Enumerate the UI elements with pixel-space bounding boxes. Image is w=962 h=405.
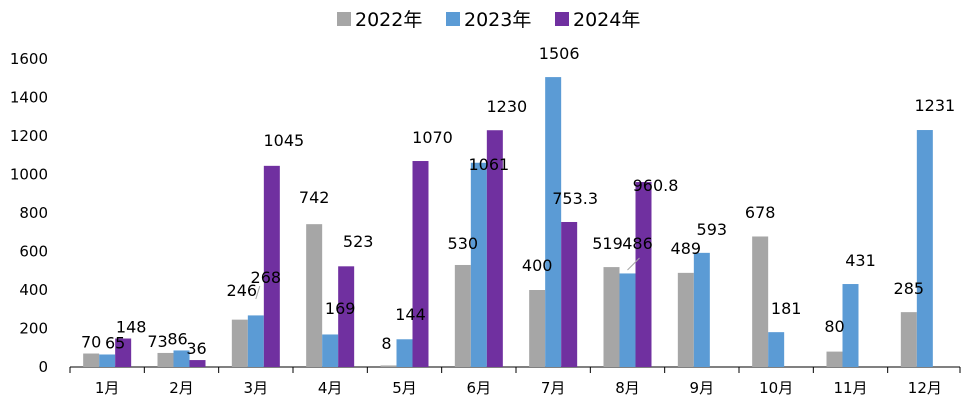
bar-s1-c6 (545, 77, 562, 367)
data-label-s0-c1: 73 (147, 332, 167, 351)
x-tick-label-10: 11月 (833, 379, 867, 397)
data-label-s2-c0: 148 (116, 318, 147, 337)
data-label-s1-c6: 1506 (539, 44, 580, 63)
bar-s1-c9 (768, 332, 785, 367)
data-label-s0-c9: 678 (745, 203, 776, 222)
data-label-s0-c5: 530 (448, 234, 479, 253)
data-label-s2-c6: 753.3 (552, 189, 598, 208)
bar-s1-c0 (99, 354, 116, 367)
y-tick-label-4: 800 (19, 204, 48, 222)
bar-s0-c7 (603, 267, 620, 367)
x-tick-label-2: 3月 (244, 379, 269, 397)
y-tick-label-8: 1600 (10, 50, 48, 68)
data-label-s0-c10: 80 (824, 317, 844, 336)
legend-swatch-2 (555, 12, 569, 26)
bar-s0-c8 (677, 272, 694, 367)
data-labels: 70 73 246 742 8 530 400 519 489 678 80 285 65 86 268 16… (81, 44, 955, 358)
bar-s2-c3 (338, 266, 355, 367)
data-label-s2-c7: 960.8 (633, 176, 679, 195)
data-label-s1-c7: 486 (622, 234, 653, 253)
bar-s0-c6 (529, 290, 546, 367)
data-label-s1-c9: 181 (771, 299, 802, 318)
bar-s1-c11 (916, 130, 933, 367)
bar-s1-c1 (173, 350, 190, 367)
bar-s2-c7 (635, 182, 652, 367)
bars (83, 77, 933, 367)
bar-s0-c9 (752, 236, 769, 367)
bar-s0-c1 (157, 352, 174, 367)
x-tick-label-3: 4月 (318, 379, 343, 397)
bar-s0-c10 (826, 351, 843, 367)
leader-line-aug (627, 257, 640, 271)
data-label-s0-c3: 742 (299, 188, 330, 207)
data-label-s1-c11: 1231 (914, 96, 955, 115)
y-axis: 0 200 400 600 800 1000 1200 1400 1600 (10, 50, 48, 376)
legend-label-2: 2024年 (573, 9, 640, 31)
x-tick-label-0: 1月 (95, 379, 120, 397)
data-label-s0-c8: 489 (671, 239, 702, 258)
leader-line-mar (255, 285, 261, 300)
bar-s2-c5 (486, 130, 503, 367)
legend: 2022年 2023年 2024年 (337, 9, 640, 31)
bar-s0-c3 (306, 224, 323, 367)
bar-s0-c11 (900, 312, 917, 367)
bar-s0-c2 (231, 319, 248, 367)
bar-s2-c1 (189, 360, 206, 367)
data-label-s2-c5: 1230 (486, 97, 527, 116)
data-label-s1-c8: 593 (697, 220, 728, 239)
x-tick-label-6: 7月 (541, 379, 566, 397)
data-label-s0-c2: 246 (227, 281, 258, 300)
bar-s0-c4 (380, 365, 397, 367)
data-label-s1-c4: 144 (395, 305, 426, 324)
data-label-s1-c2: 268 (251, 268, 282, 287)
bar-s1-c5 (470, 162, 487, 367)
x-tick-label-1: 2月 (169, 379, 194, 397)
bar-s1-c10 (842, 284, 859, 367)
data-label-s2-c3: 523 (343, 232, 374, 251)
x-tick-label-7: 8月 (615, 379, 640, 397)
bar-s0-c0 (83, 353, 100, 367)
x-axis: 1月 2月 3月 4月 5月 6月 7月 8月 9月 10月 11月 12月 (69, 366, 961, 397)
bar-s1-c4 (396, 339, 413, 367)
y-tick-label-5: 1000 (10, 166, 48, 184)
x-tick-label-9: 10月 (759, 379, 793, 397)
data-label-s0-c0: 70 (81, 333, 101, 352)
y-tick-label-0: 0 (38, 358, 48, 376)
data-label-s0-c7: 519 (592, 234, 623, 253)
x-tick-label-8: 9月 (690, 379, 715, 397)
data-label-s0-c6: 400 (522, 256, 553, 275)
data-label-s1-c5: 1061 (468, 155, 509, 174)
bar-s2-c6 (561, 221, 578, 367)
y-tick-label-2: 400 (19, 281, 48, 299)
data-label-s1-c3: 169 (325, 299, 356, 318)
bar-s1-c3 (322, 334, 339, 367)
legend-label-0: 2022年 (355, 9, 422, 31)
bar-s2-c4 (412, 161, 429, 367)
y-tick-label-6: 1200 (10, 127, 48, 145)
x-tick-label-5: 6月 (467, 379, 492, 397)
data-label-s2-c1: 36 (186, 339, 206, 358)
bar-s1-c8 (693, 252, 710, 367)
bar-s2-c0 (115, 338, 132, 367)
y-tick-label-3: 600 (19, 243, 48, 261)
data-label-s0-c11: 285 (894, 279, 925, 298)
data-label-s1-c10: 431 (845, 251, 876, 270)
y-tick-label-7: 1400 (10, 89, 48, 107)
legend-label-1: 2023年 (464, 9, 531, 31)
data-label-s0-c4: 8 (381, 334, 391, 353)
data-label-s2-c2: 1045 (263, 131, 304, 150)
data-label-s1-c1: 86 (167, 329, 187, 348)
legend-swatch-1 (446, 12, 460, 26)
x-tick-label-11: 12月 (908, 379, 942, 397)
y-tick-label-1: 200 (19, 320, 48, 338)
bar-s2-c2 (263, 165, 280, 367)
bar-s1-c7 (619, 273, 636, 367)
bar-s0-c5 (454, 264, 471, 367)
x-tick-label-4: 5月 (392, 379, 417, 397)
bar-s1-c2 (247, 315, 264, 367)
data-label-s1-c0: 65 (105, 333, 125, 352)
data-label-s2-c4: 1070 (412, 128, 453, 147)
legend-swatch-0 (337, 12, 351, 26)
